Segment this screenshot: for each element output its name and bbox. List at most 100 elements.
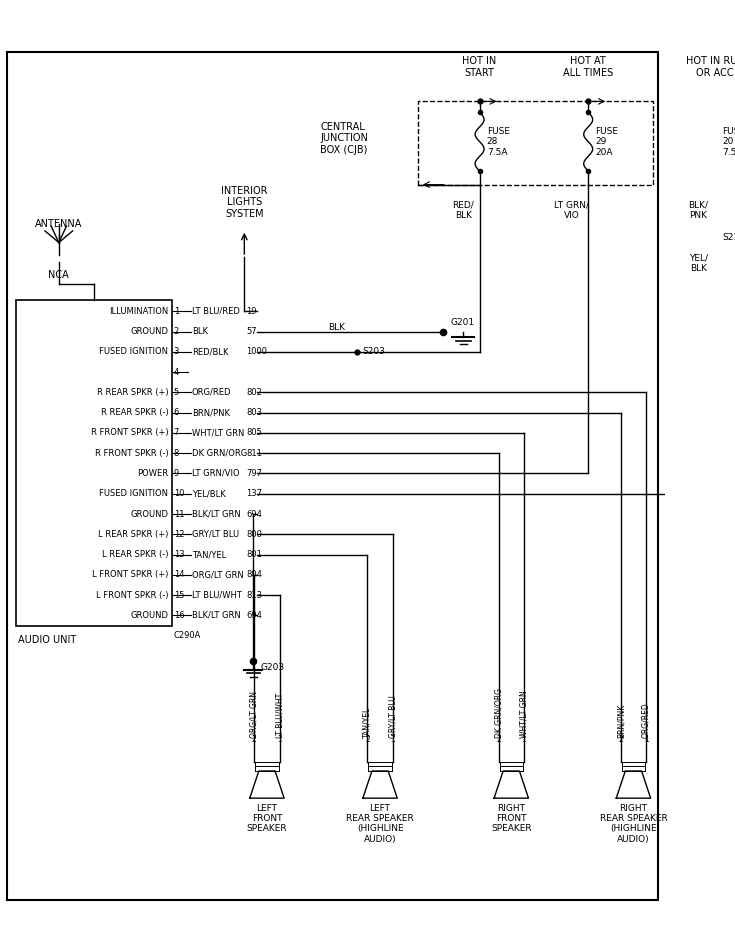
Text: FUSED IGNITION: FUSED IGNITION xyxy=(99,347,168,356)
Text: 800: 800 xyxy=(246,529,262,539)
Text: 2: 2 xyxy=(173,327,179,336)
Text: GROUND: GROUND xyxy=(130,327,168,336)
Text: GRY/LT BLU: GRY/LT BLU xyxy=(388,695,397,738)
Text: ORG/LT GRN: ORG/LT GRN xyxy=(192,570,243,580)
Text: 813: 813 xyxy=(246,590,262,600)
Text: R FRONT SPKR (-): R FRONT SPKR (-) xyxy=(95,448,168,458)
Text: LT GRN/
VIO: LT GRN/ VIO xyxy=(554,201,589,220)
Text: L FRONT SPKR (-): L FRONT SPKR (-) xyxy=(96,590,168,600)
Text: GROUND: GROUND xyxy=(130,611,168,620)
Text: 8: 8 xyxy=(173,448,179,458)
Text: R FRONT SPKR (+): R FRONT SPKR (+) xyxy=(90,428,168,437)
Text: GRY/LT BLU: GRY/LT BLU xyxy=(192,529,239,539)
Text: RIGHT
FRONT
SPEAKER: RIGHT FRONT SPEAKER xyxy=(491,803,531,833)
Text: 1000: 1000 xyxy=(246,347,267,356)
Text: 804: 804 xyxy=(246,570,262,580)
Text: BLK: BLK xyxy=(192,327,208,336)
Text: 1: 1 xyxy=(522,735,526,744)
Text: 802: 802 xyxy=(246,387,262,397)
Text: 4: 4 xyxy=(173,367,179,377)
Text: RED/BLK: RED/BLK xyxy=(192,347,229,356)
Text: 1: 1 xyxy=(173,307,179,316)
Text: TAN/YEL: TAN/YEL xyxy=(363,706,372,738)
Text: BLK/
PNK: BLK/ PNK xyxy=(689,201,709,220)
Text: FUSE
20
7.5A: FUSE 20 7.5A xyxy=(722,127,735,156)
Text: 694: 694 xyxy=(246,611,262,620)
Text: 137: 137 xyxy=(246,489,262,498)
Text: 2: 2 xyxy=(618,735,623,744)
Text: INTERIOR
LIGHTS
SYSTEM: INTERIOR LIGHTS SYSTEM xyxy=(221,186,268,219)
Text: 805: 805 xyxy=(246,428,262,437)
Text: 19: 19 xyxy=(246,307,257,316)
Text: YEL/BLK: YEL/BLK xyxy=(192,489,226,498)
Text: 811: 811 xyxy=(246,448,262,458)
Text: 16: 16 xyxy=(173,611,184,620)
Text: LEFT
FRONT
SPEAKER: LEFT FRONT SPEAKER xyxy=(247,803,287,833)
Text: 2: 2 xyxy=(252,735,257,744)
Text: LT BLU/RED: LT BLU/RED xyxy=(192,307,240,316)
Text: ILLUMINATION: ILLUMINATION xyxy=(109,307,168,316)
Text: BRN/PNK: BRN/PNK xyxy=(616,704,625,738)
Text: ANTENNA: ANTENNA xyxy=(35,219,82,228)
Text: 801: 801 xyxy=(246,550,262,559)
Text: ORG/RED: ORG/RED xyxy=(642,702,650,738)
Text: RED/
BLK: RED/ BLK xyxy=(453,201,474,220)
Text: 2: 2 xyxy=(496,735,501,744)
Text: DK GRN/ORG: DK GRN/ORG xyxy=(192,448,247,458)
Text: 6: 6 xyxy=(173,408,179,417)
Text: CENTRAL
JUNCTION
BOX (CJB): CENTRAL JUNCTION BOX (CJB) xyxy=(320,122,368,155)
Text: 10: 10 xyxy=(173,489,184,498)
Text: BRN/PNK: BRN/PNK xyxy=(192,408,230,417)
Text: LT BLU/WHT: LT BLU/WHT xyxy=(192,590,242,600)
Text: LEFT
REAR SPEAKER
(HIGHLINE
AUDIO): LEFT REAR SPEAKER (HIGHLINE AUDIO) xyxy=(346,803,414,843)
Text: LT BLU/WHT: LT BLU/WHT xyxy=(275,692,284,738)
Text: R REAR SPKR (-): R REAR SPKR (-) xyxy=(101,408,168,417)
Text: 11: 11 xyxy=(173,509,184,519)
Text: G203: G203 xyxy=(261,664,284,672)
Text: S219: S219 xyxy=(722,232,735,242)
Text: HOT IN
START: HOT IN START xyxy=(462,56,497,78)
Text: WHT/LT GRN: WHT/LT GRN xyxy=(192,428,244,437)
Text: 12: 12 xyxy=(173,529,184,539)
Text: 13: 13 xyxy=(173,550,184,559)
Text: YEL/
BLK: YEL/ BLK xyxy=(689,253,708,273)
Text: 803: 803 xyxy=(246,408,262,417)
Text: 15: 15 xyxy=(173,590,184,600)
Text: G201: G201 xyxy=(451,318,475,327)
Text: L FRONT SPKR (+): L FRONT SPKR (+) xyxy=(92,570,168,580)
Text: ORG/RED: ORG/RED xyxy=(192,387,232,397)
Text: 57: 57 xyxy=(246,327,257,336)
Text: 797: 797 xyxy=(246,469,262,478)
Text: NCA: NCA xyxy=(49,270,69,280)
Text: 3: 3 xyxy=(173,347,179,356)
Text: BLK: BLK xyxy=(328,323,345,331)
Text: 9: 9 xyxy=(173,469,179,478)
Text: L REAR SPKR (+): L REAR SPKR (+) xyxy=(98,529,168,539)
Text: GROUND: GROUND xyxy=(130,509,168,519)
Text: 1: 1 xyxy=(390,735,395,744)
Text: BLK/LT GRN: BLK/LT GRN xyxy=(192,509,240,519)
Text: FUSE
29
20A: FUSE 29 20A xyxy=(595,127,618,156)
Text: HOT IN RUN
OR ACC: HOT IN RUN OR ACC xyxy=(686,56,735,78)
Bar xyxy=(16,301,172,626)
Text: BLK/LT GRN: BLK/LT GRN xyxy=(192,611,240,620)
Text: FUSE
28
7.5A: FUSE 28 7.5A xyxy=(487,127,510,156)
Text: C290A: C290A xyxy=(173,631,201,640)
Text: R REAR SPKR (+): R REAR SPKR (+) xyxy=(97,387,168,397)
Text: 14: 14 xyxy=(173,570,184,580)
Text: POWER: POWER xyxy=(137,469,168,478)
Text: FUSED IGNITION: FUSED IGNITION xyxy=(99,489,168,498)
Text: LT GRN/VIO: LT GRN/VIO xyxy=(192,469,240,478)
Text: 694: 694 xyxy=(246,509,262,519)
Text: AUDIO UNIT: AUDIO UNIT xyxy=(18,635,76,645)
Text: DK GRN/ORG: DK GRN/ORG xyxy=(494,687,503,738)
Text: TAN/YEL: TAN/YEL xyxy=(192,550,226,559)
Text: ORG/LT GRN: ORG/LT GRN xyxy=(250,690,259,738)
Text: S203: S203 xyxy=(363,347,386,356)
Text: RIGHT
REAR SPEAKER
(HIGHLINE
AUDIO): RIGHT REAR SPEAKER (HIGHLINE AUDIO) xyxy=(600,803,667,843)
Text: L REAR SPKR (-): L REAR SPKR (-) xyxy=(102,550,168,559)
Bar xyxy=(418,101,653,185)
Text: 1: 1 xyxy=(644,735,648,744)
Text: 1: 1 xyxy=(277,735,282,744)
Text: 5: 5 xyxy=(173,387,179,397)
